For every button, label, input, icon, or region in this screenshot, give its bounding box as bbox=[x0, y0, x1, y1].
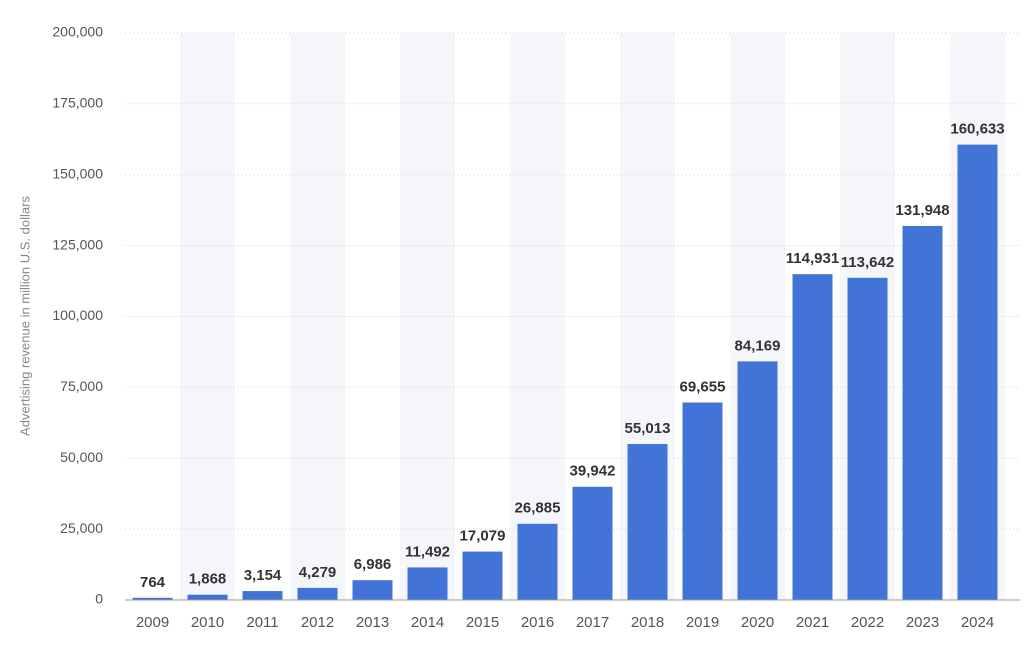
x-tick-label: 2011 bbox=[246, 614, 278, 631]
x-tick-label: 2020 bbox=[741, 614, 774, 631]
bar bbox=[682, 402, 723, 600]
value-label: 3,154 bbox=[244, 567, 282, 584]
bar bbox=[737, 361, 778, 600]
column-band bbox=[180, 33, 235, 600]
value-label: 764 bbox=[140, 574, 166, 591]
y-tick-label: 200,000 bbox=[52, 24, 103, 40]
x-tick-label: 2010 bbox=[191, 614, 224, 631]
value-label: 17,079 bbox=[460, 528, 506, 545]
bar bbox=[627, 444, 668, 600]
x-tick-label: 2017 bbox=[576, 614, 609, 631]
y-tick-label: 125,000 bbox=[52, 236, 103, 252]
bar bbox=[462, 551, 503, 600]
bar bbox=[407, 567, 448, 600]
value-label: 39,942 bbox=[570, 463, 616, 480]
bar bbox=[132, 597, 173, 600]
value-label: 26,885 bbox=[515, 500, 561, 517]
bar bbox=[957, 144, 998, 600]
x-tick-label: 2009 bbox=[136, 614, 169, 631]
bar bbox=[297, 587, 338, 600]
x-tick-label: 2021 bbox=[796, 614, 829, 631]
bar bbox=[517, 523, 558, 600]
y-tick-label: 50,000 bbox=[60, 449, 103, 465]
y-tick-label: 75,000 bbox=[60, 378, 103, 394]
value-label: 131,948 bbox=[895, 202, 949, 219]
y-axis-label: Advertising revenue in million U.S. doll… bbox=[17, 196, 32, 436]
column-band bbox=[400, 33, 455, 600]
value-label: 6,986 bbox=[354, 556, 392, 573]
x-tick-label: 2013 bbox=[356, 614, 389, 631]
x-tick-label: 2016 bbox=[521, 614, 554, 631]
value-label: 69,655 bbox=[680, 378, 726, 395]
x-tick-label: 2012 bbox=[301, 614, 334, 631]
bar bbox=[187, 594, 228, 600]
value-label: 114,931 bbox=[786, 250, 839, 267]
bar bbox=[847, 277, 888, 600]
x-tick-label: 2019 bbox=[686, 614, 719, 631]
x-tick-label: 2014 bbox=[411, 614, 444, 631]
value-label: 84,169 bbox=[735, 337, 781, 354]
value-label: 160,633 bbox=[950, 121, 1004, 138]
value-label: 113,642 bbox=[841, 254, 894, 271]
value-label: 55,013 bbox=[625, 420, 671, 437]
y-tick-label: 175,000 bbox=[52, 95, 103, 111]
value-label: 1,868 bbox=[189, 571, 227, 588]
bar bbox=[792, 274, 833, 600]
bar bbox=[352, 580, 393, 600]
x-tick-label: 2022 bbox=[851, 614, 884, 631]
bar bbox=[572, 486, 613, 600]
x-tick-label: 2018 bbox=[631, 614, 664, 631]
value-label: 4,279 bbox=[299, 564, 337, 581]
y-tick-label: 150,000 bbox=[52, 165, 103, 181]
y-tick-label: 0 bbox=[95, 591, 103, 607]
bar bbox=[902, 225, 943, 600]
bar bbox=[242, 591, 283, 600]
x-tick-label: 2023 bbox=[906, 614, 939, 631]
value-label: 11,492 bbox=[405, 543, 450, 560]
x-tick-label: 2015 bbox=[466, 614, 499, 631]
y-tick-label: 100,000 bbox=[52, 307, 103, 323]
x-tick-label: 2024 bbox=[961, 614, 994, 631]
y-tick-label: 25,000 bbox=[60, 520, 103, 536]
